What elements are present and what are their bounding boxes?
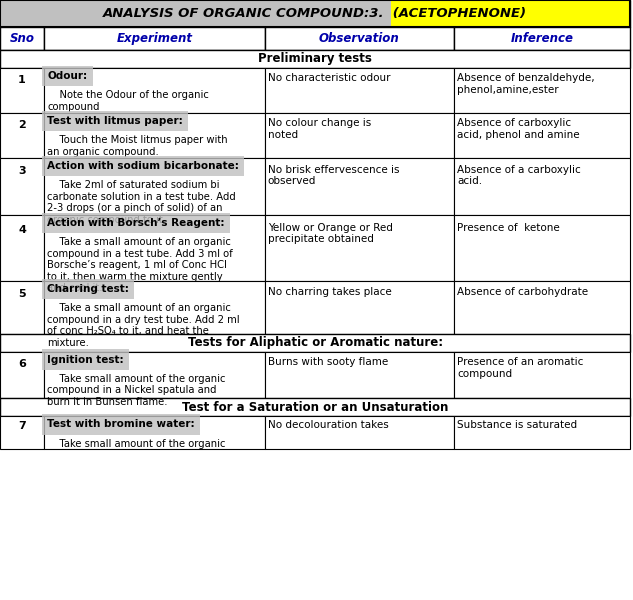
Text: Absence of a carboxylic
acid.: Absence of a carboxylic acid. [457, 164, 580, 186]
FancyBboxPatch shape [265, 68, 454, 113]
Text: Ignition test:: Ignition test: [47, 355, 124, 365]
Text: Odour:: Odour: [47, 71, 87, 81]
Text: Tests for Aliphatic or Aromatic nature:: Tests for Aliphatic or Aromatic nature: [187, 336, 442, 349]
FancyBboxPatch shape [44, 27, 265, 50]
Text: No charring takes place: No charring takes place [268, 287, 392, 297]
FancyBboxPatch shape [265, 158, 454, 215]
Text: Absence of benzaldehyde,
phenol,amine,ester: Absence of benzaldehyde, phenol,amine,es… [457, 73, 594, 95]
Text: 4: 4 [18, 224, 26, 235]
Text: Action with sodium bicarbonate:: Action with sodium bicarbonate: [47, 161, 239, 171]
Text: Test with bromine water:: Test with bromine water: [47, 419, 195, 430]
Text: Inference: Inference [511, 32, 573, 45]
FancyBboxPatch shape [0, 68, 44, 113]
Text: 2: 2 [18, 119, 26, 130]
FancyBboxPatch shape [454, 281, 630, 334]
FancyBboxPatch shape [0, 0, 391, 27]
FancyBboxPatch shape [0, 334, 630, 352]
Text: Take a small amount of an organic
compound in a test tube. Add 3 ml of
Borsche’s: Take a small amount of an organic compou… [47, 237, 233, 293]
Text: No characteristic odour: No characteristic odour [268, 73, 391, 83]
Text: No brisk effervescence is
observed: No brisk effervescence is observed [268, 164, 399, 186]
FancyBboxPatch shape [454, 113, 630, 158]
FancyBboxPatch shape [454, 352, 630, 398]
FancyBboxPatch shape [0, 215, 44, 281]
Text: No decolouration takes: No decolouration takes [268, 421, 389, 430]
Text: ANALYSIS OF ORGANIC COMPOUND:3.  (ACETOPHENONE): ANALYSIS OF ORGANIC COMPOUND:3. (ACETOPH… [103, 7, 527, 20]
FancyBboxPatch shape [265, 416, 454, 449]
FancyBboxPatch shape [408, 0, 630, 27]
FancyBboxPatch shape [265, 281, 454, 334]
FancyBboxPatch shape [0, 113, 44, 158]
Text: Take 2ml of saturated sodium bi
carbonate solution in a test tube. Add
2-3 drops: Take 2ml of saturated sodium bi carbonat… [47, 180, 236, 225]
Text: Charring test:: Charring test: [47, 284, 129, 294]
FancyBboxPatch shape [265, 352, 454, 398]
Text: Presence of  ketone: Presence of ketone [457, 223, 560, 233]
FancyBboxPatch shape [44, 416, 265, 449]
Text: Absence of carboxylic
acid, phenol and amine: Absence of carboxylic acid, phenol and a… [457, 118, 580, 140]
Text: No colour change is
noted: No colour change is noted [268, 118, 371, 140]
FancyBboxPatch shape [0, 50, 630, 68]
Text: Burns with sooty flame: Burns with sooty flame [268, 357, 388, 367]
Text: Substance is saturated: Substance is saturated [457, 421, 577, 430]
FancyBboxPatch shape [454, 416, 630, 449]
Text: Take a small amount of an organic
compound in a dry test tube. Add 2 ml
of conc : Take a small amount of an organic compou… [47, 303, 240, 348]
FancyBboxPatch shape [265, 113, 454, 158]
FancyBboxPatch shape [0, 352, 44, 398]
FancyBboxPatch shape [0, 281, 44, 334]
Text: Take small amount of the organic: Take small amount of the organic [47, 439, 226, 449]
FancyBboxPatch shape [0, 398, 630, 416]
FancyBboxPatch shape [0, 416, 44, 449]
Text: Test with litmus paper:: Test with litmus paper: [47, 116, 183, 126]
FancyBboxPatch shape [44, 113, 265, 158]
Text: 7: 7 [18, 421, 26, 431]
FancyBboxPatch shape [44, 158, 265, 215]
FancyBboxPatch shape [265, 215, 454, 281]
FancyBboxPatch shape [265, 27, 454, 50]
FancyBboxPatch shape [44, 215, 265, 281]
FancyBboxPatch shape [454, 158, 630, 215]
Text: Yellow or Orange or Red
precipitate obtained: Yellow or Orange or Red precipitate obta… [268, 223, 392, 244]
FancyBboxPatch shape [44, 281, 265, 334]
FancyBboxPatch shape [391, 0, 630, 27]
FancyBboxPatch shape [0, 158, 44, 215]
FancyBboxPatch shape [454, 27, 630, 50]
FancyBboxPatch shape [454, 215, 630, 281]
Text: Observation: Observation [319, 32, 399, 45]
Text: Experiment: Experiment [116, 32, 192, 45]
Text: 5: 5 [18, 289, 26, 299]
Text: Presence of an aromatic
compound: Presence of an aromatic compound [457, 357, 584, 379]
Text: Note the Odour of the organic
compound: Note the Odour of the organic compound [47, 90, 209, 112]
Text: 1: 1 [18, 74, 26, 85]
Text: Sno: Sno [9, 32, 35, 45]
Text: Touch the Moist litmus paper with
an organic compound.: Touch the Moist litmus paper with an org… [47, 135, 228, 157]
FancyBboxPatch shape [44, 352, 265, 398]
FancyBboxPatch shape [44, 68, 265, 113]
Text: 6: 6 [18, 359, 26, 368]
Text: Action with Borsch’s Reagent:: Action with Borsch’s Reagent: [47, 218, 225, 228]
FancyBboxPatch shape [0, 0, 408, 27]
Text: Take small amount of the organic
compound in a Nickel spatula and
burn it in Bun: Take small amount of the organic compoun… [47, 374, 226, 407]
FancyBboxPatch shape [0, 27, 44, 50]
FancyBboxPatch shape [454, 68, 630, 113]
Text: Preliminary tests: Preliminary tests [258, 52, 372, 65]
Text: Absence of carbohydrate: Absence of carbohydrate [457, 287, 588, 297]
Text: Test for a Saturation or an Unsaturation: Test for a Saturation or an Unsaturation [182, 401, 448, 414]
Text: 3: 3 [18, 166, 26, 176]
